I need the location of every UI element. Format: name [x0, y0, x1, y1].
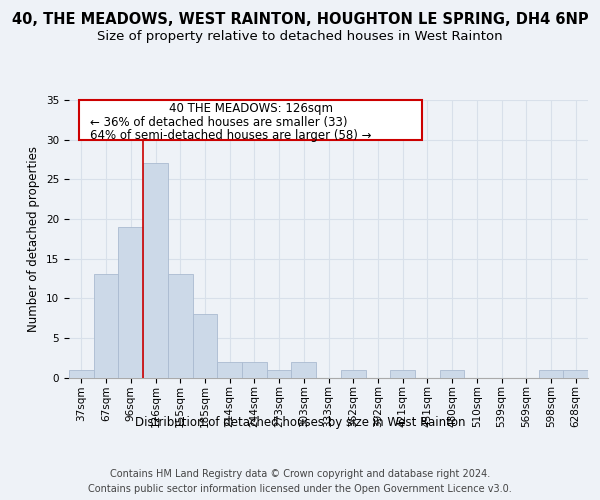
Text: Contains public sector information licensed under the Open Government Licence v3: Contains public sector information licen…	[88, 484, 512, 494]
Bar	[267, 370, 292, 378]
Text: Size of property relative to detached houses in West Rainton: Size of property relative to detached ho…	[97, 30, 503, 43]
Text: 40, THE MEADOWS, WEST RAINTON, HOUGHTON LE SPRING, DH4 6NP: 40, THE MEADOWS, WEST RAINTON, HOUGHTON …	[11, 12, 589, 28]
Bar	[69, 370, 94, 378]
Bar	[242, 362, 267, 378]
Bar	[341, 370, 365, 378]
Bar	[143, 164, 168, 378]
Y-axis label: Number of detached properties: Number of detached properties	[28, 146, 40, 332]
Bar	[118, 227, 143, 378]
Text: 64% of semi-detached houses are larger (58) →: 64% of semi-detached houses are larger (…	[90, 129, 371, 142]
Bar	[390, 370, 415, 378]
Bar	[440, 370, 464, 378]
FancyBboxPatch shape	[79, 100, 422, 140]
Bar	[94, 274, 118, 378]
Text: ← 36% of detached houses are smaller (33): ← 36% of detached houses are smaller (33…	[90, 116, 347, 128]
Text: Distribution of detached houses by size in West Rainton: Distribution of detached houses by size …	[135, 416, 465, 429]
Bar	[292, 362, 316, 378]
Text: Contains HM Land Registry data © Crown copyright and database right 2024.: Contains HM Land Registry data © Crown c…	[110, 469, 490, 479]
Bar	[563, 370, 588, 378]
Text: 40 THE MEADOWS: 126sqm: 40 THE MEADOWS: 126sqm	[169, 102, 332, 116]
Bar	[217, 362, 242, 378]
Bar	[193, 314, 217, 378]
Bar	[168, 274, 193, 378]
Bar	[539, 370, 563, 378]
